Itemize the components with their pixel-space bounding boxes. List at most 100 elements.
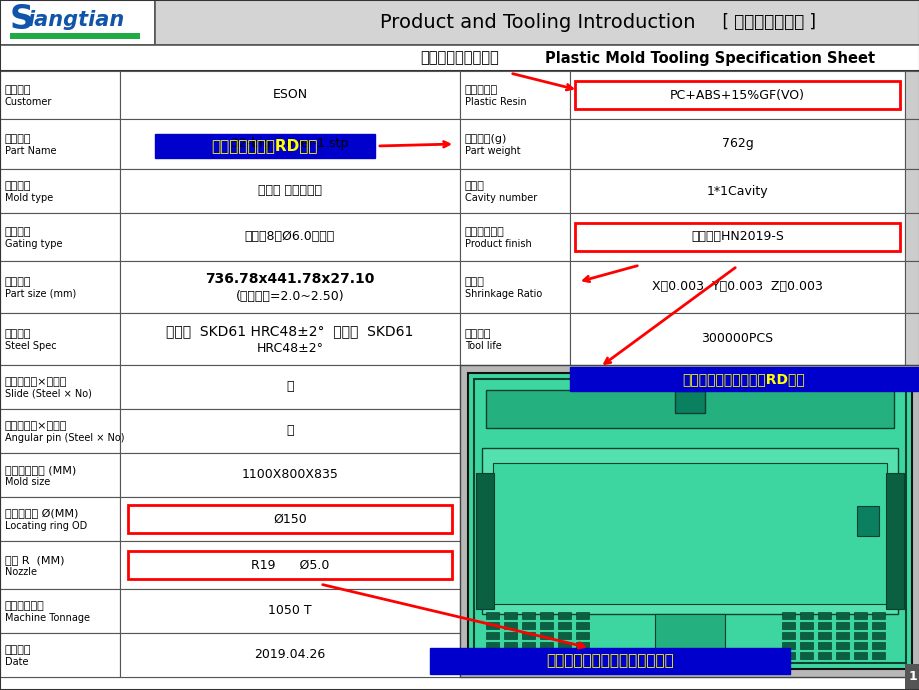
Bar xyxy=(504,652,516,659)
Bar xyxy=(857,506,878,536)
Bar xyxy=(10,33,140,39)
Bar xyxy=(853,632,866,639)
Bar xyxy=(871,612,884,619)
Text: iangtian: iangtian xyxy=(27,10,124,30)
Bar xyxy=(835,652,848,659)
Text: Date: Date xyxy=(5,657,28,667)
Text: Tool life: Tool life xyxy=(464,341,501,351)
Text: 產品重量(g): 產品重量(g) xyxy=(464,134,506,144)
Text: 2019.04.26: 2019.04.26 xyxy=(254,649,325,662)
Bar xyxy=(460,169,570,213)
Text: HRC48±2°: HRC48±2° xyxy=(256,342,323,355)
Text: 模具外型尺寸 (MM): 模具外型尺寸 (MM) xyxy=(5,465,76,475)
Bar xyxy=(475,473,494,609)
Text: 正乙确認与現有机台是否匹配？: 正乙确認与現有机台是否匹配？ xyxy=(546,653,673,669)
Text: Product finish: Product finish xyxy=(464,239,531,249)
Bar xyxy=(521,652,535,659)
Bar xyxy=(119,541,460,589)
Bar xyxy=(0,633,119,677)
Text: Part weight: Part weight xyxy=(464,146,520,156)
Bar xyxy=(0,589,119,633)
Bar xyxy=(871,652,884,659)
Text: Customer: Customer xyxy=(5,97,52,107)
Bar xyxy=(485,612,498,619)
Bar xyxy=(119,213,460,261)
Bar xyxy=(0,0,154,45)
Bar xyxy=(504,632,516,639)
Bar xyxy=(904,119,919,169)
Text: [ 產品與模具資訊 ]: [ 產品與模具資訊 ] xyxy=(711,14,816,32)
Bar xyxy=(817,612,830,619)
Bar xyxy=(570,213,904,261)
Text: (平均肉厚=2.0~2.50): (平均肉厚=2.0~2.50) xyxy=(235,290,344,302)
Bar xyxy=(570,367,917,391)
Bar xyxy=(485,622,498,629)
Bar xyxy=(0,119,119,169)
Bar xyxy=(835,642,848,649)
Text: X：0.003  Y：0.003  Z：0.003: X：0.003 Y：0.003 Z：0.003 xyxy=(652,281,822,293)
Bar xyxy=(574,81,899,109)
Text: 塑膠粒規格: 塑膠粒規格 xyxy=(464,85,497,95)
Text: 模仁材料: 模仁材料 xyxy=(5,329,31,339)
Bar xyxy=(904,213,919,261)
Text: 300000PCS: 300000PCS xyxy=(700,333,773,346)
Bar xyxy=(128,551,451,579)
Bar xyxy=(0,365,119,409)
Bar xyxy=(119,633,460,677)
Bar xyxy=(493,463,886,604)
Text: Slide (Steel × No): Slide (Steel × No) xyxy=(5,389,92,399)
Bar xyxy=(0,71,919,677)
Text: 產品尺寸: 產品尺寸 xyxy=(5,277,31,287)
Text: Locating ring OD: Locating ring OD xyxy=(5,521,87,531)
Bar xyxy=(904,169,919,213)
Bar xyxy=(817,632,830,639)
Bar xyxy=(654,614,724,659)
Bar xyxy=(0,169,119,213)
Bar xyxy=(885,473,903,609)
Bar xyxy=(904,71,919,119)
Text: Nozzle: Nozzle xyxy=(5,567,37,577)
Bar xyxy=(0,313,119,365)
Bar xyxy=(800,622,812,629)
Bar xyxy=(558,622,571,629)
Bar xyxy=(0,409,119,453)
Bar xyxy=(817,642,830,649)
Text: 收縮率: 收縮率 xyxy=(464,277,484,287)
Text: 1100X800X835: 1100X800X835 xyxy=(242,469,338,482)
Bar xyxy=(781,652,794,659)
Bar xyxy=(460,119,570,169)
Bar xyxy=(871,642,884,649)
Text: 零件名稱: 零件名稱 xyxy=(5,134,31,144)
Text: 模具形態: 模具形態 xyxy=(5,181,31,191)
Text: 762g: 762g xyxy=(720,137,753,150)
Bar xyxy=(781,622,794,629)
Bar xyxy=(521,622,535,629)
Bar xyxy=(460,71,570,119)
Bar xyxy=(504,622,516,629)
Bar xyxy=(853,652,866,659)
Bar xyxy=(575,612,588,619)
Bar xyxy=(119,169,460,213)
Text: Product and Tooling Introduction: Product and Tooling Introduction xyxy=(380,13,695,32)
Text: ESON: ESON xyxy=(272,88,307,101)
Bar xyxy=(570,261,904,313)
Text: 噴嘴 R  (MM): 噴嘴 R (MM) xyxy=(5,555,64,565)
Text: Part size (mm): Part size (mm) xyxy=(5,289,76,299)
Bar xyxy=(853,622,866,629)
Bar xyxy=(0,45,919,71)
Bar xyxy=(504,642,516,649)
Bar xyxy=(574,223,899,251)
Text: S: S xyxy=(10,3,34,36)
Text: 736.78x441.78x27.10: 736.78x441.78x27.10 xyxy=(205,272,374,286)
Text: 熱流道8點Ø6.0閃针式: 熱流道8點Ø6.0閃针式 xyxy=(244,230,335,244)
Bar xyxy=(468,373,911,669)
Bar xyxy=(119,71,460,119)
Bar xyxy=(539,652,552,659)
Bar xyxy=(504,612,516,619)
Text: Plastic Mold Tooling Specification Sheet: Plastic Mold Tooling Specification Sheet xyxy=(544,50,874,66)
Text: Gating type: Gating type xyxy=(5,239,62,249)
Bar xyxy=(558,642,571,649)
Bar xyxy=(0,453,119,497)
Bar xyxy=(570,313,904,365)
Bar xyxy=(781,612,794,619)
